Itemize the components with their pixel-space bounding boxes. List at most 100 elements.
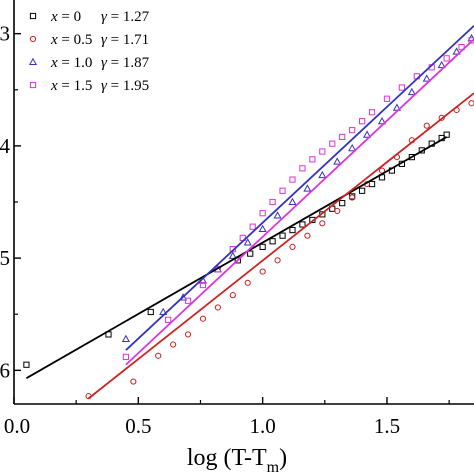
x-tick-label: 0.0 bbox=[4, 414, 30, 438]
legend-var: x bbox=[50, 55, 58, 71]
legend-gamma-value: = 1.71 bbox=[107, 32, 149, 48]
series-4-point bbox=[299, 165, 306, 172]
series-3-point bbox=[422, 74, 431, 82]
series-4-point bbox=[443, 55, 450, 62]
series-1-point bbox=[279, 232, 286, 239]
series-3-point bbox=[363, 130, 372, 138]
legend-gamma: γ bbox=[101, 9, 108, 25]
series-4-point bbox=[184, 297, 192, 304]
x-tick-label: 0.5 bbox=[125, 414, 151, 438]
series-3-point bbox=[437, 60, 446, 69]
series-4-point bbox=[249, 223, 256, 230]
series-1-point bbox=[443, 131, 450, 138]
series-2-point bbox=[289, 243, 296, 250]
series-1-point bbox=[247, 250, 254, 257]
series-1-point bbox=[368, 180, 376, 188]
series-1-point bbox=[299, 221, 306, 228]
series-4-point bbox=[349, 127, 356, 134]
series-3-point bbox=[452, 47, 461, 55]
series-1-fit-line bbox=[25, 136, 448, 379]
series-1-point bbox=[147, 308, 154, 316]
series-4-point bbox=[339, 133, 346, 141]
series-1-point bbox=[289, 226, 296, 234]
legend: x = 0 γ = 1.27 x = 0.5 γ = 1.71 x = 1.0 γ = 1… bbox=[28, 9, 150, 94]
series-1-point bbox=[359, 187, 366, 194]
series-2-point bbox=[199, 315, 207, 322]
series-3-fit-line bbox=[125, 25, 474, 351]
legend-gamma: γ bbox=[101, 32, 108, 48]
legend-item-2: x = 0.5 γ = 1.71 bbox=[29, 32, 149, 48]
legend-label-4: x = 1.5 γ = 1.95 bbox=[50, 78, 149, 94]
series-2-point bbox=[244, 279, 251, 286]
legend-var-value: = 0.5 bbox=[58, 32, 93, 48]
series-2-point bbox=[423, 122, 430, 129]
y-tick-label: 3 bbox=[0, 22, 10, 46]
series-4-point bbox=[165, 316, 172, 323]
series-4-point bbox=[383, 95, 391, 102]
series-3-point bbox=[377, 116, 387, 125]
legend-var-value: = 1.5 bbox=[58, 78, 93, 94]
legend-var-value: = 1.0 bbox=[58, 55, 93, 71]
series-2-point bbox=[184, 331, 192, 338]
x-axis-title-close: ) bbox=[279, 445, 287, 471]
x-tick-label: 1.0 bbox=[250, 414, 276, 438]
series-3-point bbox=[228, 251, 237, 259]
legend-gamma-value: = 1.95 bbox=[107, 78, 149, 94]
legend-item-1: x = 0 γ = 1.27 bbox=[29, 9, 150, 25]
y-tick-label: 5 bbox=[0, 246, 10, 270]
legend-gamma: γ bbox=[101, 55, 108, 71]
legend-var: x bbox=[50, 9, 58, 25]
legend-marker-1 bbox=[29, 12, 37, 20]
series-2-point bbox=[349, 194, 356, 201]
series-2-points bbox=[85, 100, 474, 400]
series-1-point bbox=[269, 238, 276, 245]
series-4-point bbox=[289, 176, 296, 183]
series-4-point bbox=[279, 187, 286, 194]
x-axis-title-main: log (T-T bbox=[187, 445, 267, 471]
series-2-point bbox=[259, 268, 266, 275]
legend-marker-4 bbox=[29, 81, 37, 89]
series-2-point bbox=[155, 352, 162, 359]
plot-area bbox=[23, 25, 474, 400]
series-2-point bbox=[304, 232, 311, 239]
series-2-point bbox=[229, 292, 236, 299]
series-2-point bbox=[334, 207, 341, 215]
series-3-points bbox=[121, 33, 474, 342]
series-4-point bbox=[319, 148, 326, 155]
legend-var: x bbox=[50, 78, 58, 94]
series-3-point bbox=[288, 197, 297, 206]
series-3-point bbox=[121, 334, 130, 342]
y-tick-label: 4 bbox=[0, 134, 11, 158]
series-3-point bbox=[273, 211, 282, 219]
plot-clip-group bbox=[23, 25, 474, 400]
series-2-point bbox=[274, 257, 281, 264]
x-axis-title-subscript: m bbox=[267, 459, 280, 474]
series-3-point bbox=[258, 224, 267, 232]
legend-gamma-value: = 1.87 bbox=[107, 55, 150, 71]
series-4-point bbox=[199, 281, 207, 289]
series-1-point bbox=[408, 154, 415, 161]
series-3-point bbox=[243, 238, 252, 246]
series-2-point bbox=[170, 341, 177, 348]
legend-label-1: x = 0 γ = 1.27 bbox=[50, 9, 150, 25]
series-4-point bbox=[269, 198, 276, 206]
legend-item-3: x = 1.0 γ = 1.87 bbox=[28, 55, 150, 71]
series-3-point bbox=[179, 293, 188, 301]
series-1-point bbox=[259, 243, 266, 250]
legend-item-4: x = 1.5 γ = 1.95 bbox=[29, 78, 149, 94]
legend-label-2: x = 0.5 γ = 1.71 bbox=[50, 32, 149, 48]
legend-gamma-value: = 1.27 bbox=[107, 9, 150, 25]
series-4-point bbox=[309, 156, 316, 163]
series-2-point bbox=[214, 304, 221, 311]
series-3-point bbox=[303, 184, 312, 192]
axes: 0.0 0.5 1.0 1.5 3 4 5 6 bbox=[0, 0, 474, 438]
legend-var-value: = 0 bbox=[58, 9, 81, 25]
legend-gamma: γ bbox=[101, 78, 108, 94]
series-3-point bbox=[333, 157, 342, 165]
series-3-point bbox=[407, 87, 416, 96]
legend-marker-3 bbox=[28, 57, 38, 66]
x-tick-label: 1.5 bbox=[374, 414, 400, 438]
y-tick-label: 6 bbox=[0, 358, 10, 382]
series-3-point bbox=[348, 143, 357, 152]
